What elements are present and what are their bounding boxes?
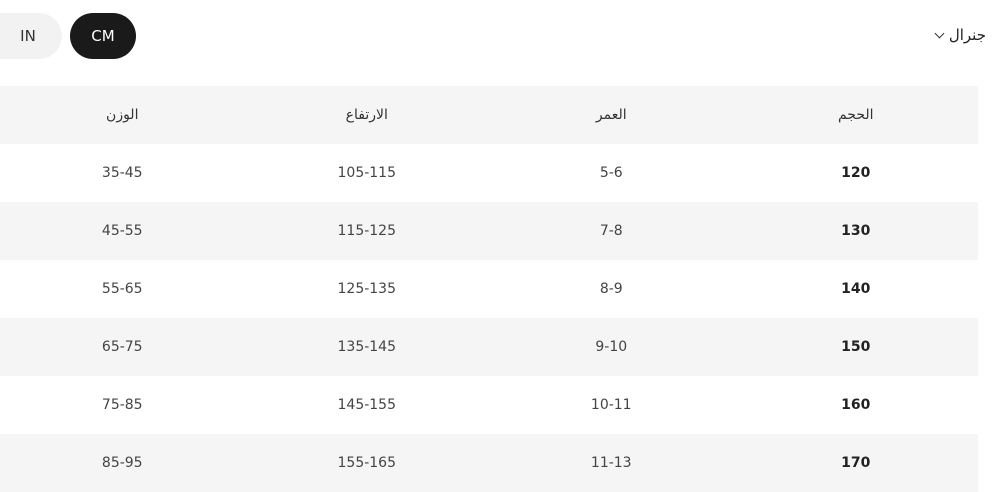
cell-size: 160	[841, 397, 871, 413]
unit-cm-button[interactable]: CM	[70, 13, 136, 59]
unit-in-button[interactable]: IN	[0, 13, 62, 59]
table-row: 150 9-10 135-145 65-75	[0, 318, 978, 376]
cell-age: 5-6	[599, 165, 623, 181]
cell-height: 125-135	[337, 281, 397, 297]
category-dropdown[interactable]: جنرال	[934, 26, 986, 44]
size-chart-table: الحجم العمر الارتفاع الوزن 120 5-6 105-115…	[0, 86, 978, 492]
cell-age: 7-8	[599, 223, 623, 239]
cell-age: 11-13	[590, 455, 632, 471]
cell-height: 105-115	[337, 165, 397, 181]
cell-weight: 75-85	[101, 397, 143, 413]
cell-height: 115-125	[337, 223, 397, 239]
cell-weight: 55-65	[101, 281, 143, 297]
cell-weight: 85-95	[101, 455, 143, 471]
cell-size: 120	[841, 165, 871, 181]
header-age: العمر	[595, 107, 627, 123]
table-row: 160 10-11 145-155 75-85	[0, 376, 978, 434]
cell-age: 10-11	[590, 397, 632, 413]
header-weight: الوزن	[106, 107, 139, 123]
cell-size: 130	[841, 223, 871, 239]
cell-height: 145-155	[337, 397, 397, 413]
cell-weight: 35-45	[101, 165, 143, 181]
table-header-row: الحجم العمر الارتفاع الوزن	[0, 86, 978, 144]
cell-size: 140	[841, 281, 871, 297]
cell-size: 150	[841, 339, 871, 355]
cell-size: 170	[841, 455, 871, 471]
table-row: 130 7-8 115-125 45-55	[0, 202, 978, 260]
cell-height: 155-165	[337, 455, 397, 471]
table-row: 120 5-6 105-115 35-45	[0, 144, 978, 202]
cell-height: 135-145	[337, 339, 397, 355]
category-label: جنرال	[948, 26, 986, 44]
table-row: 170 11-13 155-165 85-95	[0, 434, 978, 492]
chevron-down-icon	[934, 28, 945, 38]
cell-age: 8-9	[599, 281, 623, 297]
table-row: 140 8-9 125-135 55-65	[0, 260, 978, 318]
cell-weight: 45-55	[101, 223, 143, 239]
header-size: الحجم	[837, 107, 874, 123]
cell-age: 9-10	[595, 339, 628, 355]
header-height: الارتفاع	[345, 107, 388, 123]
cell-weight: 65-75	[101, 339, 143, 355]
